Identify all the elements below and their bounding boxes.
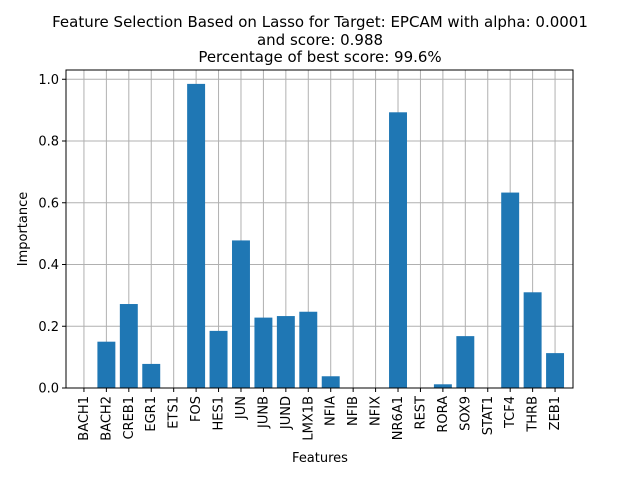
x-tick-label: REST xyxy=(413,396,428,429)
x-tick-label: CREB1 xyxy=(122,396,137,440)
x-axis-ticks: BACH1 BACH2 CREB1 EGR1 ETS1 FOS HES1 JUN JUNB JUN… xyxy=(77,388,563,441)
x-tick-label: BACH1 xyxy=(77,396,92,441)
chart-title-line-1: Feature Selection Based on Lasso for Tar… xyxy=(52,13,588,31)
x-tick-label: NR6A1 xyxy=(391,396,406,440)
y-tick-label: 0.0 xyxy=(38,382,59,397)
x-tick-label: FOS xyxy=(189,396,204,422)
x-tick-label: STAT1 xyxy=(481,396,496,435)
y-axis-label: Importance xyxy=(16,192,31,267)
x-tick-label: ZEB1 xyxy=(548,396,563,430)
bar-lmx1b xyxy=(299,311,318,388)
x-tick-label: LMX1B xyxy=(301,396,316,441)
x-tick-label: EGR1 xyxy=(144,396,159,432)
x-axis-label: Features xyxy=(292,451,348,466)
chart-title: Feature Selection Based on Lasso for Tar… xyxy=(52,13,588,66)
y-tick-label: 1.0 xyxy=(38,73,59,88)
bar-bach2 xyxy=(97,341,116,388)
bar-hes1 xyxy=(209,330,228,388)
bar-nr6a1 xyxy=(389,112,407,388)
gridlines xyxy=(66,70,573,389)
bar-junb xyxy=(254,317,273,388)
x-tick-label: NFIA xyxy=(324,396,339,426)
bar-jund xyxy=(276,316,295,388)
x-tick-label: JUN xyxy=(234,396,249,420)
bar-creb1 xyxy=(119,304,138,388)
y-tick-label: 0.8 xyxy=(38,135,59,150)
y-axis-ticks: 0.0 0.2 0.4 0.6 0.8 1.0 xyxy=(38,73,66,397)
y-tick-label: 0.2 xyxy=(38,320,59,335)
bars xyxy=(97,83,565,389)
x-tick-label: RORA xyxy=(436,396,451,433)
bar-fos xyxy=(187,83,206,389)
x-tick-label: JUNB xyxy=(256,396,271,429)
bar-zeb1 xyxy=(546,353,565,388)
x-tick-label: JUND xyxy=(279,396,294,430)
x-tick-label: HES1 xyxy=(212,396,227,431)
x-tick-label: BACH2 xyxy=(99,396,114,441)
x-tick-label: ETS1 xyxy=(167,396,182,429)
bar-rora xyxy=(433,384,452,388)
y-tick-label: 0.4 xyxy=(38,258,59,273)
bar-jun xyxy=(232,240,250,388)
x-tick-label: NFIX xyxy=(369,396,384,426)
x-tick-label: SOX9 xyxy=(458,396,473,431)
x-tick-label: THRB xyxy=(526,396,541,433)
bar-thrb xyxy=(523,292,542,388)
x-tick-label: NFIB xyxy=(346,396,361,426)
bar-nfia xyxy=(321,376,340,388)
bar-sox9 xyxy=(456,336,475,388)
chart-title-line-3: Percentage of best score: 99.6% xyxy=(198,48,441,66)
bar-tcf4 xyxy=(501,192,520,388)
x-tick-label: TCF4 xyxy=(503,396,518,429)
bar-egr1 xyxy=(142,363,161,388)
plot-frame xyxy=(65,69,574,389)
chart-title-line-2: and score: 0.988 xyxy=(257,31,383,49)
y-tick-label: 0.6 xyxy=(38,196,59,211)
